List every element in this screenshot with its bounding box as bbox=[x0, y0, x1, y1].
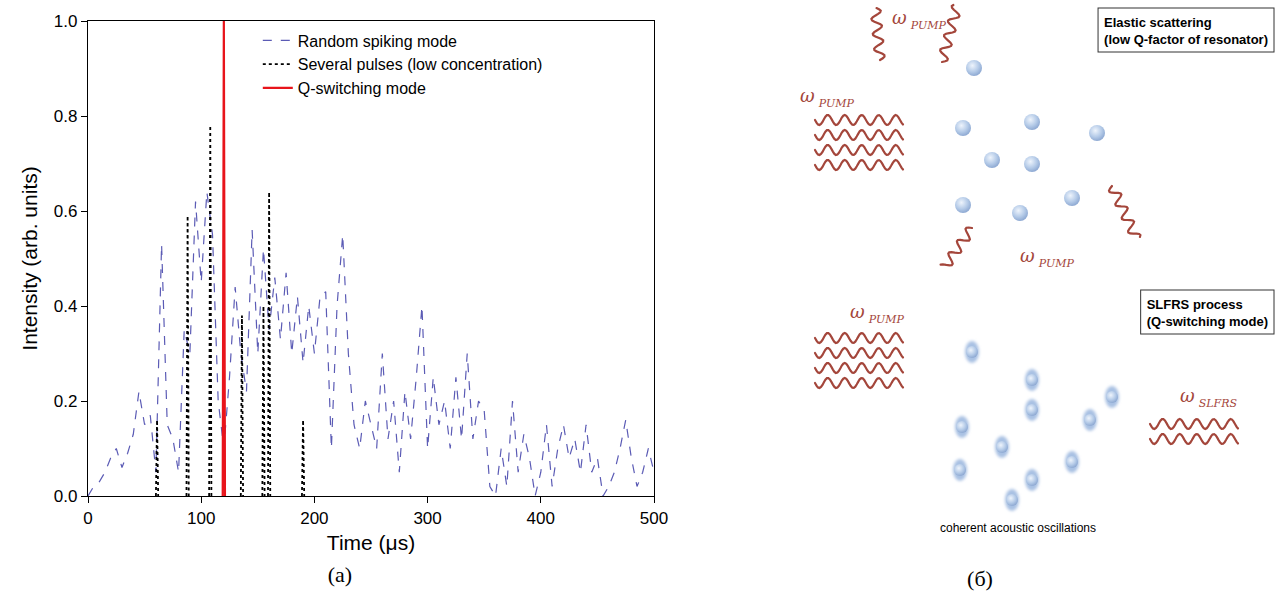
svg-text:1.0: 1.0 bbox=[54, 12, 78, 31]
svg-text:ωPUMP: ωPUMP bbox=[892, 7, 946, 32]
svg-text:Several pulses (low concentrat: Several pulses (low concentration) bbox=[298, 56, 543, 73]
svg-text:ωPUMP: ωPUMP bbox=[800, 85, 854, 110]
svg-text:0.2: 0.2 bbox=[54, 392, 78, 411]
svg-text:0.8: 0.8 bbox=[54, 107, 78, 126]
svg-text:SLFRS process: SLFRS process bbox=[1147, 297, 1243, 312]
svg-text:(low Q-factor of resonator): (low Q-factor of resonator) bbox=[1104, 32, 1268, 47]
html-text:(a): (a) bbox=[327, 562, 353, 587]
svg-text:(б): (б) bbox=[967, 566, 993, 591]
svg-text:ωPUMP: ωPUMP bbox=[1020, 245, 1074, 270]
svg-text:0.0: 0.0 bbox=[54, 487, 78, 506]
svg-text:300: 300 bbox=[413, 509, 441, 528]
svg-text:(Q-switching mode): (Q-switching mode) bbox=[1147, 314, 1268, 329]
svg-text:Intensity (arb. units): Intensity (arb. units) bbox=[18, 166, 41, 350]
svg-text:0.6: 0.6 bbox=[54, 202, 78, 221]
svg-text:0: 0 bbox=[83, 509, 92, 528]
svg-text:200: 200 bbox=[300, 509, 328, 528]
svg-text:Time (μs): Time (μs) bbox=[327, 531, 415, 554]
svg-text:ωPUMP: ωPUMP bbox=[850, 301, 904, 326]
svg-text:Elastic scattering: Elastic scattering bbox=[1104, 15, 1212, 30]
svg-text:500: 500 bbox=[640, 509, 668, 528]
svg-text:Random spiking mode: Random spiking mode bbox=[298, 33, 457, 50]
svg-text:Q-switching mode: Q-switching mode bbox=[298, 80, 426, 97]
svg-text:coherent acoustic oscillations: coherent acoustic oscillations bbox=[940, 521, 1096, 535]
svg-text:ωSLFRS: ωSLFRS bbox=[1180, 385, 1237, 410]
svg-text:100: 100 bbox=[187, 509, 215, 528]
svg-text:0.4: 0.4 bbox=[54, 297, 78, 316]
svg-text:400: 400 bbox=[527, 509, 555, 528]
